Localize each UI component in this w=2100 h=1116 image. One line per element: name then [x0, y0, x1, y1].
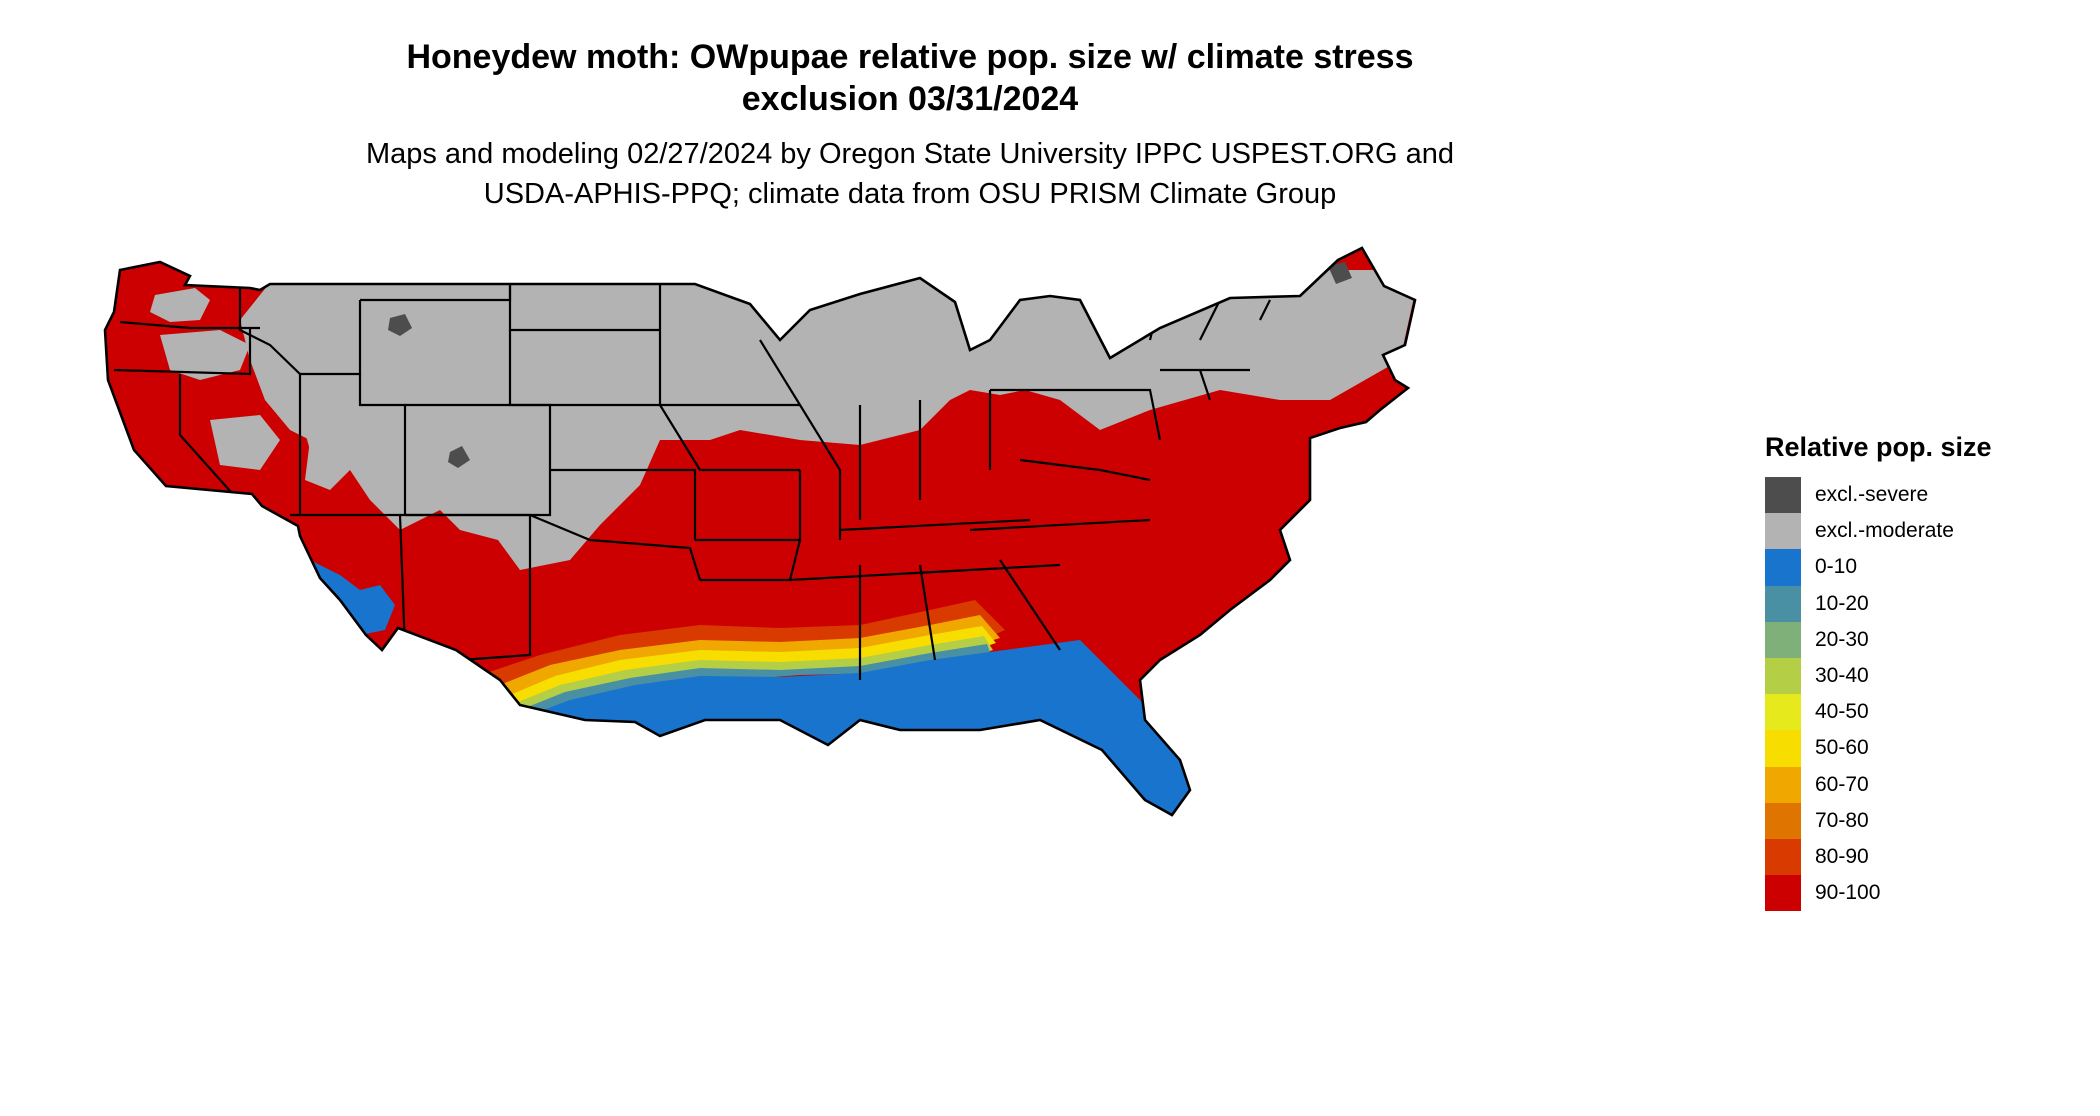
legend-item: 60-70 — [1765, 766, 2065, 803]
legend-swatch — [1765, 477, 1801, 514]
border-ks-ok — [550, 468, 697, 540]
legend-item: 50-60 — [1765, 730, 2065, 767]
band-60-70 — [500, 615, 1000, 712]
excl-moderate-pacific-northwest — [150, 288, 210, 322]
legend-swatch — [1765, 838, 1801, 876]
legend-swatch — [1765, 766, 1801, 803]
legend-label: 50-60 — [1815, 736, 1869, 760]
legend-item: 20-30 — [1765, 621, 2065, 658]
legend-label: 90-100 — [1815, 881, 1881, 905]
legend-swatch — [1765, 549, 1801, 586]
legend-item: 90-100 — [1765, 875, 2065, 912]
legend-label: 60-70 — [1815, 772, 1869, 796]
legend-label: 30-40 — [1815, 664, 1869, 688]
legend-label: 20-30 — [1815, 627, 1869, 651]
border-nc-va — [969, 518, 1151, 532]
border-ma-ct-ri — [1160, 368, 1250, 401]
state-borders — [113, 284, 1271, 680]
legend-item: 70-80 — [1765, 802, 2065, 839]
legend-item: excl.-severe — [1765, 477, 2065, 514]
map-subtitle: Maps and modeling 02/27/2024 by Oregon S… — [300, 134, 1520, 214]
border-wa-or — [119, 320, 260, 330]
border-id-mt — [238, 284, 362, 376]
legend-swatch — [1765, 621, 1801, 658]
legend-label: 10-20 — [1815, 591, 1869, 615]
legend-item: 80-90 — [1765, 838, 2065, 876]
border-ky-tn — [839, 518, 1031, 532]
legend-label: 0-10 — [1815, 555, 1858, 579]
excl-severe-wyoming-patch — [388, 314, 412, 336]
legend-label: 70-80 — [1815, 808, 1869, 832]
legend: Relative pop. size excl.-severe excl.-mod… — [1765, 432, 2065, 912]
legend-swatch — [1765, 585, 1801, 622]
legend-label: excl.-moderate — [1815, 519, 1954, 543]
border-va-wv-md — [1019, 458, 1151, 482]
excl-moderate-nevada-patch — [210, 415, 280, 470]
map-title-line-2: exclusion 03/31/2024 — [741, 80, 1079, 118]
border-or-ca-nv — [113, 328, 252, 376]
legend-item: 0-10 — [1765, 549, 2065, 586]
legend-title: Relative pop. size — [1765, 432, 1992, 462]
legend-swatch — [1765, 657, 1801, 695]
band-30-40 — [518, 636, 993, 720]
map-subtitle-line-2: USDA-APHIS-PPQ; climate data from OSU PR… — [483, 178, 1337, 210]
border-ia-mo — [659, 404, 800, 472]
legend-item: excl.-moderate — [1765, 513, 2065, 550]
border-pa-ny — [990, 388, 1162, 441]
excl-severe-colorado-patch — [448, 446, 470, 468]
legend-label: excl.-severe — [1815, 483, 1929, 507]
legend-item: 10-20 — [1765, 585, 2065, 622]
region-fills — [105, 248, 1415, 815]
map-title: Honeydew moth: OWpupae relative pop. siz… — [300, 36, 1520, 120]
legend-swatch — [1765, 513, 1801, 550]
band-60-70-southwest-edge — [280, 566, 292, 586]
legend-swatch — [1765, 694, 1801, 731]
legend-items: excl.-severe excl.-moderate 0-10 10-20 20-30… — [1765, 477, 2065, 912]
band-10-20 — [525, 644, 991, 723]
border-me-nh — [1259, 299, 1271, 321]
border-wi-il — [759, 339, 842, 540]
border-ga-sc — [999, 559, 1061, 651]
excl-moderate-oregon-patch — [160, 330, 250, 380]
excl-severe-maine-patch — [1328, 262, 1352, 284]
legend-item: 30-40 — [1765, 657, 2065, 695]
border-al-ga — [918, 564, 937, 661]
border-nm-tx — [400, 513, 532, 662]
legend-swatch — [1765, 730, 1801, 767]
legend-swatch — [1765, 875, 1801, 912]
map-subtitle-line-1: Maps and modeling 02/27/2024 by Oregon S… — [365, 138, 1455, 170]
border-tn-ms-al — [789, 563, 1061, 582]
border-ut-co — [358, 374, 407, 515]
legend-label: 40-50 — [1815, 700, 1869, 724]
legend-swatch — [1765, 802, 1801, 839]
border-ok-tx — [529, 513, 702, 581]
border-sd-ne — [508, 330, 660, 407]
map-title-line-1: Honeydew moth: OWpupae relative pop. siz… — [406, 38, 1414, 76]
legend-label: 80-90 — [1815, 844, 1869, 868]
excl-moderate-utah-patch — [300, 408, 370, 455]
band-50-60 — [510, 626, 996, 716]
us-population-map — [103, 246, 1417, 817]
legend-item: 40-50 — [1765, 694, 2065, 731]
